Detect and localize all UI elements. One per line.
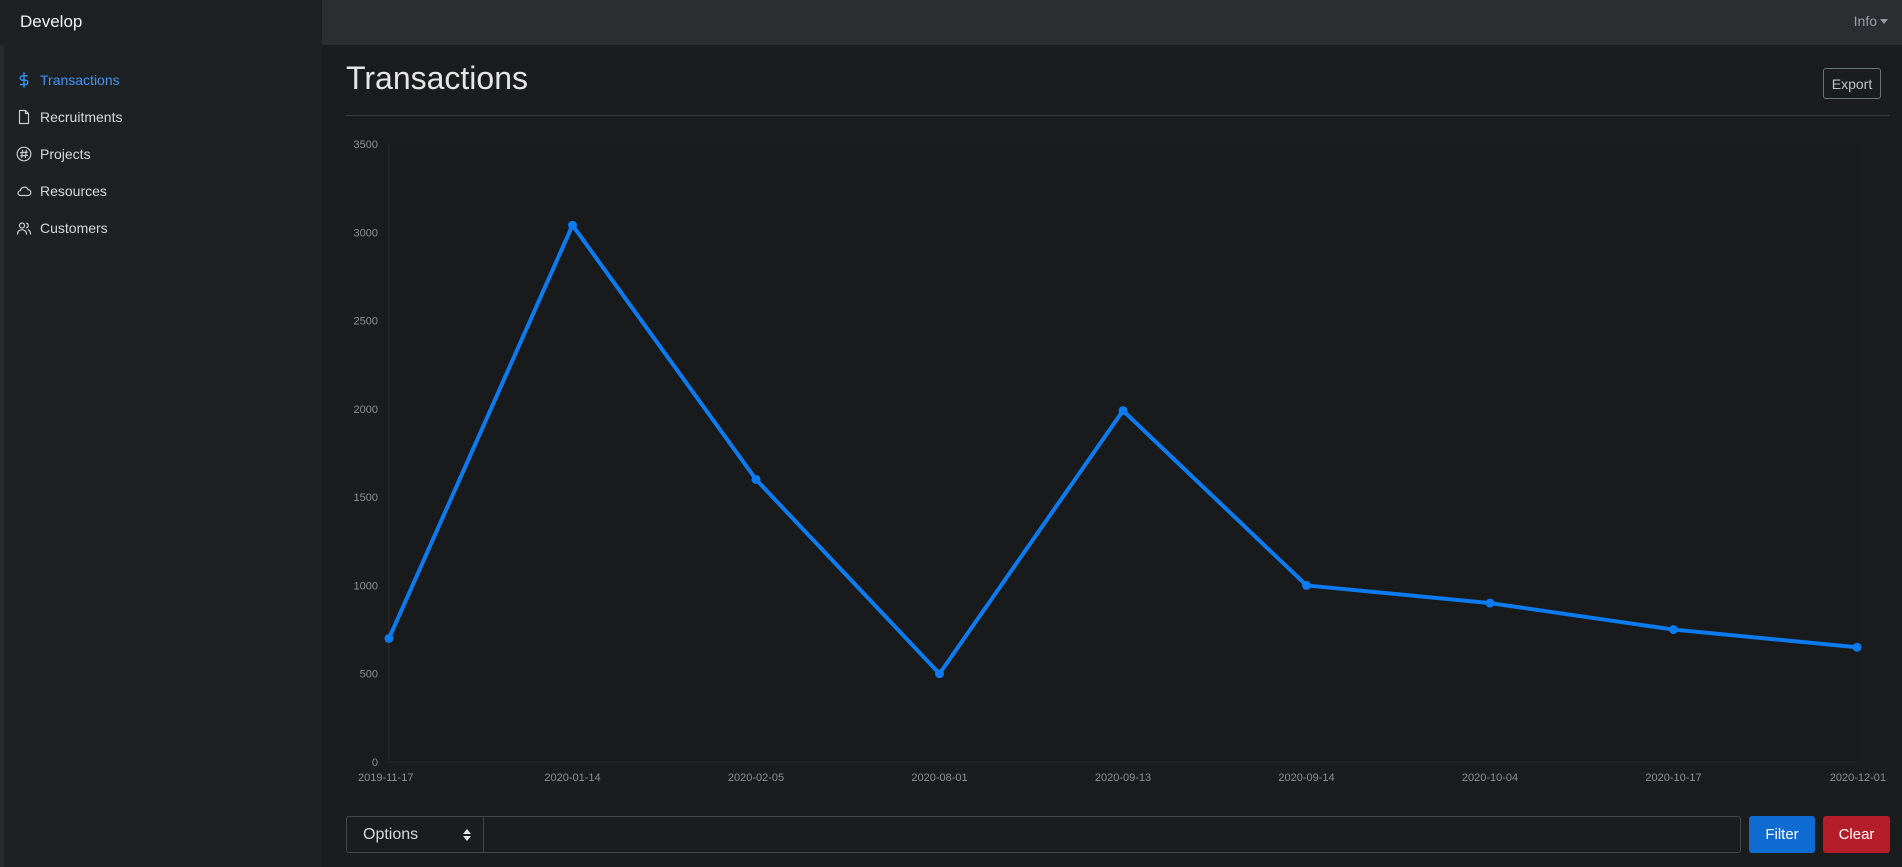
filter-input[interactable]	[483, 816, 1741, 853]
y-tick-label: 3000	[354, 227, 378, 239]
filter-button[interactable]: Filter	[1749, 816, 1815, 853]
options-select[interactable]: Options	[346, 816, 484, 853]
slack-icon	[16, 146, 32, 162]
data-point	[1485, 598, 1495, 608]
users-icon	[16, 220, 32, 236]
brand-area: Develop	[0, 0, 322, 45]
info-dropdown-label: Info	[1853, 13, 1877, 29]
y-tick-label: 3500	[354, 139, 378, 151]
data-point	[751, 474, 761, 484]
y-tick-label: 1500	[354, 492, 378, 504]
data-point	[935, 669, 944, 679]
y-tick-label: 2500	[354, 316, 378, 328]
options-select-value: Options	[363, 825, 419, 843]
header-divider	[346, 115, 1890, 116]
data-point	[1302, 580, 1311, 590]
sidebar-item-label: Projects	[40, 146, 91, 162]
sidebar-item-label: Recruitments	[40, 109, 123, 125]
cloud-icon	[16, 183, 32, 199]
x-tick-label: 2020-09-13	[1095, 772, 1151, 784]
data-point	[1852, 642, 1862, 652]
x-tick-label: 2020-08-01	[911, 772, 967, 784]
data-point	[384, 633, 394, 643]
y-tick-label: 500	[360, 669, 378, 681]
sidebar-item-projects[interactable]: Projects	[16, 143, 91, 165]
sidebar-item-label: Transactions	[40, 72, 120, 88]
x-tick-label: 2020-12-01	[1830, 772, 1886, 784]
export-button[interactable]: Export	[1823, 68, 1881, 99]
sidebar-item-resources[interactable]: Resources	[16, 180, 107, 202]
x-tick-label: 2020-02-05	[728, 772, 784, 784]
sidebar-item-label: Resources	[40, 183, 107, 199]
data-point	[1669, 625, 1678, 635]
top-navbar: Develop Info	[0, 0, 1902, 45]
clear-button[interactable]: Clear	[1823, 816, 1890, 853]
x-tick-label: 2020-01-14	[544, 772, 600, 784]
plot-area	[389, 144, 1857, 762]
sidebar-edge	[0, 45, 4, 867]
x-tick-label: 2020-09-14	[1278, 772, 1334, 784]
brand-title[interactable]: Develop	[20, 12, 83, 31]
info-dropdown[interactable]: Info	[1854, 13, 1888, 29]
sidebar	[4, 45, 322, 867]
sidebar-item-transactions[interactable]: Transactions	[16, 69, 120, 91]
select-arrows-icon	[463, 829, 471, 841]
data-point	[568, 220, 577, 230]
y-tick-label: 0	[372, 757, 378, 769]
caret-down-icon	[1880, 18, 1888, 24]
y-tick-label: 2000	[354, 404, 378, 416]
x-tick-label: 2019-11-17	[358, 772, 413, 784]
y-tick-label: 1000	[354, 580, 378, 592]
dollar-icon	[16, 72, 32, 88]
x-tick-label: 2020-10-04	[1462, 772, 1518, 784]
data-point	[1118, 406, 1128, 416]
transactions-line-chart: 0 500 1000 1500 2000 2500 3000 3500 2019-11-17 20…	[354, 139, 1886, 784]
sidebar-item-label: Customers	[40, 220, 108, 236]
sidebar-item-recruitments[interactable]: Recruitments	[16, 106, 122, 128]
file-icon	[16, 109, 32, 125]
page-title: Transactions	[346, 60, 528, 96]
x-tick-label: 2020-10-17	[1645, 772, 1701, 784]
sidebar-item-customers[interactable]: Customers	[16, 217, 108, 239]
